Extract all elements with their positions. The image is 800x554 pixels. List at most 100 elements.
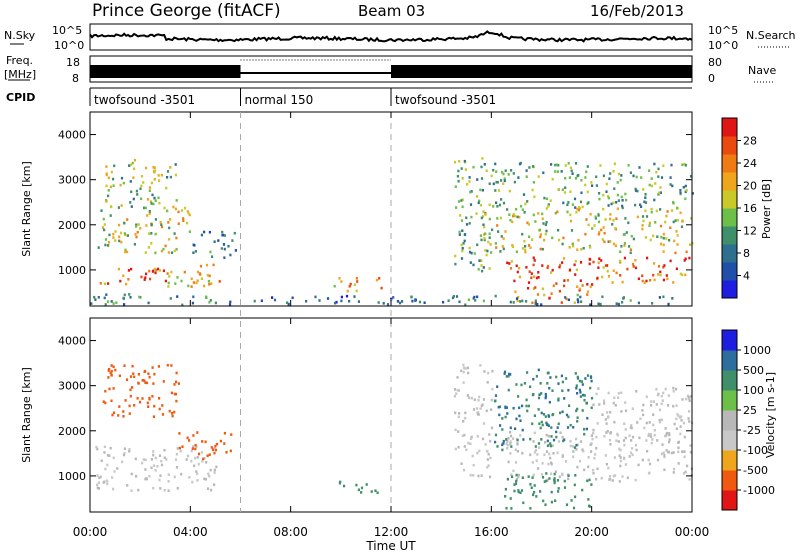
colorbar-swatch <box>722 490 737 511</box>
echo-cell <box>464 168 467 171</box>
echo-cell <box>479 234 482 237</box>
echo-cell <box>584 183 587 187</box>
echo-cell <box>487 464 490 467</box>
echo-cell <box>575 384 578 387</box>
echo-cell <box>581 409 584 412</box>
echo-cell <box>133 158 137 162</box>
echo-cell <box>208 474 211 478</box>
echo-cell <box>644 209 647 213</box>
echo-cell <box>574 273 577 276</box>
echo-cell <box>457 200 461 203</box>
echo-cell <box>523 211 526 214</box>
echo-cell <box>650 210 653 214</box>
echo-cell <box>681 163 684 167</box>
echo-cell <box>579 395 582 398</box>
echo-cell <box>104 467 107 471</box>
echo-cell <box>137 373 140 376</box>
echo-cell <box>104 238 108 241</box>
nsky-label: N.Sky <box>4 29 36 42</box>
echo-cell <box>515 297 519 300</box>
echo-cell <box>529 246 532 249</box>
echo-cell <box>680 415 683 418</box>
echo-cell <box>501 417 504 420</box>
echo-cell <box>156 465 159 468</box>
echo-cell <box>522 501 525 505</box>
echo-cell <box>578 379 581 383</box>
echo-cell <box>544 392 547 396</box>
echo-cell <box>538 228 541 232</box>
echo-cell <box>609 431 612 434</box>
echo-cell <box>461 177 464 180</box>
echo-cell <box>148 474 151 478</box>
echo-cell <box>545 450 549 453</box>
echo-cell <box>652 273 655 277</box>
echo-cell <box>641 279 644 283</box>
echo-cell <box>567 298 570 302</box>
echo-cell <box>602 399 606 402</box>
echo-cell <box>600 228 603 232</box>
echo-cell <box>651 438 654 441</box>
echo-cell <box>207 279 210 283</box>
echo-cell <box>547 205 550 208</box>
echo-cell <box>555 435 558 439</box>
echo-cell <box>603 402 606 405</box>
echo-cell <box>689 175 693 178</box>
echo-cell <box>486 458 489 461</box>
echo-cell <box>120 204 123 207</box>
colorbar-tick-label: 8 <box>743 247 750 260</box>
echo-cell <box>607 204 610 207</box>
echo-cell <box>544 395 548 398</box>
echo-cell <box>200 233 203 237</box>
echo-cell <box>160 463 164 467</box>
echo-cell <box>518 275 522 279</box>
echo-cell <box>529 483 532 486</box>
echo-cell <box>563 486 567 489</box>
echo-cell <box>128 293 131 296</box>
echo-cell <box>545 472 548 475</box>
echo-cell <box>563 479 566 483</box>
echo-cell <box>594 215 597 219</box>
echo-cell <box>123 452 126 455</box>
echo-cell <box>618 259 622 263</box>
cpid-row: twofsound -3501 normal 150 twofsound -3501 <box>89 87 692 107</box>
echo-cell <box>645 395 648 399</box>
echo-cell <box>601 238 604 241</box>
cpid-segment-label: normal 150 <box>245 93 314 107</box>
echo-cell <box>586 283 589 286</box>
echo-cell <box>509 434 513 438</box>
echo-cell <box>557 487 560 490</box>
echo-cell <box>158 407 161 411</box>
echo-cell <box>607 466 610 470</box>
echo-cell <box>634 187 637 191</box>
echo-cell <box>495 246 498 249</box>
echo-cell <box>652 413 655 416</box>
echo-cell <box>623 457 626 461</box>
echo-cell <box>122 453 126 457</box>
echo-cell <box>615 271 618 275</box>
echo-cell <box>531 238 534 241</box>
echo-cell <box>667 394 670 397</box>
echo-cell <box>561 261 564 264</box>
echo-cell <box>649 435 653 438</box>
echo-cell <box>473 398 476 401</box>
echo-cell <box>194 447 197 451</box>
echo-cell <box>566 279 570 282</box>
echo-cell <box>645 439 648 442</box>
echo-cell <box>620 195 623 199</box>
colorbar-swatch <box>722 208 737 227</box>
echo-cell <box>343 484 346 488</box>
echo-cell <box>608 177 611 180</box>
echo-cell <box>688 256 691 260</box>
echo-cell <box>509 267 513 270</box>
echo-cell <box>542 413 546 416</box>
echo-cell <box>657 167 660 171</box>
echo-cell <box>128 164 131 167</box>
echo-cell <box>513 214 517 218</box>
echo-cell <box>668 440 671 444</box>
echo-cell <box>472 165 475 169</box>
echo-cell <box>496 385 499 388</box>
echo-cell <box>631 407 634 410</box>
echo-cell <box>623 443 626 447</box>
echo-cell <box>183 206 187 210</box>
